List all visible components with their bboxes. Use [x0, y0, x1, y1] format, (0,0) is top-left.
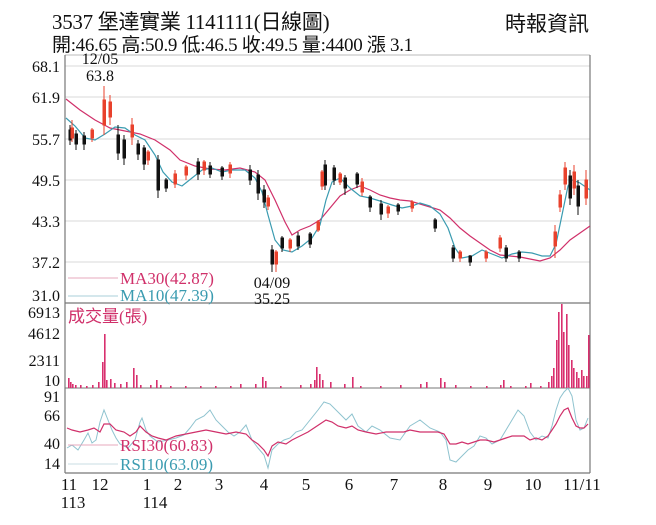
source-label: 時報資訊: [505, 12, 589, 36]
ma30-legend: MA30(42.87): [120, 269, 214, 288]
month-label: 2: [174, 475, 183, 494]
volume-tick: 4612: [28, 326, 60, 343]
price-tick: 31.0: [32, 288, 60, 305]
month-label: 5: [302, 475, 311, 494]
rsi10-legend: RSI10(63.09): [120, 455, 213, 474]
high-value-label: 63.8: [86, 68, 114, 85]
month-label: 7: [390, 475, 399, 494]
volume-tick: 2311: [29, 353, 60, 370]
month-label: 10: [525, 475, 542, 494]
price-tick: 55.7: [32, 132, 60, 149]
high-date-label: 12/05: [82, 51, 118, 68]
rsi-tick: 91: [44, 389, 60, 406]
volume-title: 成交量(張): [68, 307, 147, 326]
ma30-line: [65, 98, 591, 262]
x-axis: 11 12 1 2 3 4 5 6 7 8 9 10 11/11 113 114: [61, 475, 601, 512]
volume-bars: [68, 304, 590, 388]
price-tick: 43.3: [32, 214, 60, 231]
month-label: 9: [484, 475, 493, 494]
rsi30-legend: RSI30(60.83): [120, 436, 213, 455]
rsi30-line: [66, 407, 589, 458]
month-label: 12: [92, 475, 109, 494]
month-label: 3: [215, 475, 224, 494]
price-tick: 37.2: [32, 255, 60, 272]
volume-panel: 6913 4612 2311 10 成交量(張): [28, 304, 590, 390]
rsi10-line: [66, 387, 589, 470]
rsi-tick: 40: [44, 436, 60, 453]
month-label: 1: [143, 475, 152, 494]
ma10-legend: MA10(47.39): [120, 286, 214, 305]
rsi-tick: 14: [44, 456, 60, 473]
low-date-label: 04/09: [254, 275, 290, 292]
price-tick: 49.5: [32, 173, 60, 190]
low-value-label: 35.25: [254, 291, 290, 308]
volume-tick: 6913: [28, 305, 60, 322]
candles: [68, 86, 588, 272]
year-label: 113: [61, 493, 86, 512]
rsi-panel: 91 66 40 14 RSI30(60.83) RSI10(63.09): [44, 387, 589, 474]
year-label: 114: [143, 493, 168, 512]
price-tick: 68.1: [32, 59, 60, 76]
month-label: 6: [345, 475, 354, 494]
month-label: 4: [260, 475, 269, 494]
ma10-line: [65, 117, 591, 259]
month-label: 11/11: [563, 475, 600, 494]
volume-tick: 10: [44, 373, 60, 390]
month-label: 11: [61, 475, 77, 494]
price-panel: 68.1 61.9 55.7 49.5 43.3 37.2 31.0: [32, 51, 591, 474]
month-label: 8: [439, 475, 448, 494]
quote-summary: 開:46.65 高:50.9 低:46.5 收:49.5 量:4400 漲 3.…: [52, 35, 413, 56]
price-tick: 61.9: [32, 90, 60, 107]
chart-title: 3537 堡達實業 1141111(日線圖): [52, 10, 330, 34]
rsi-tick: 66: [44, 408, 60, 425]
